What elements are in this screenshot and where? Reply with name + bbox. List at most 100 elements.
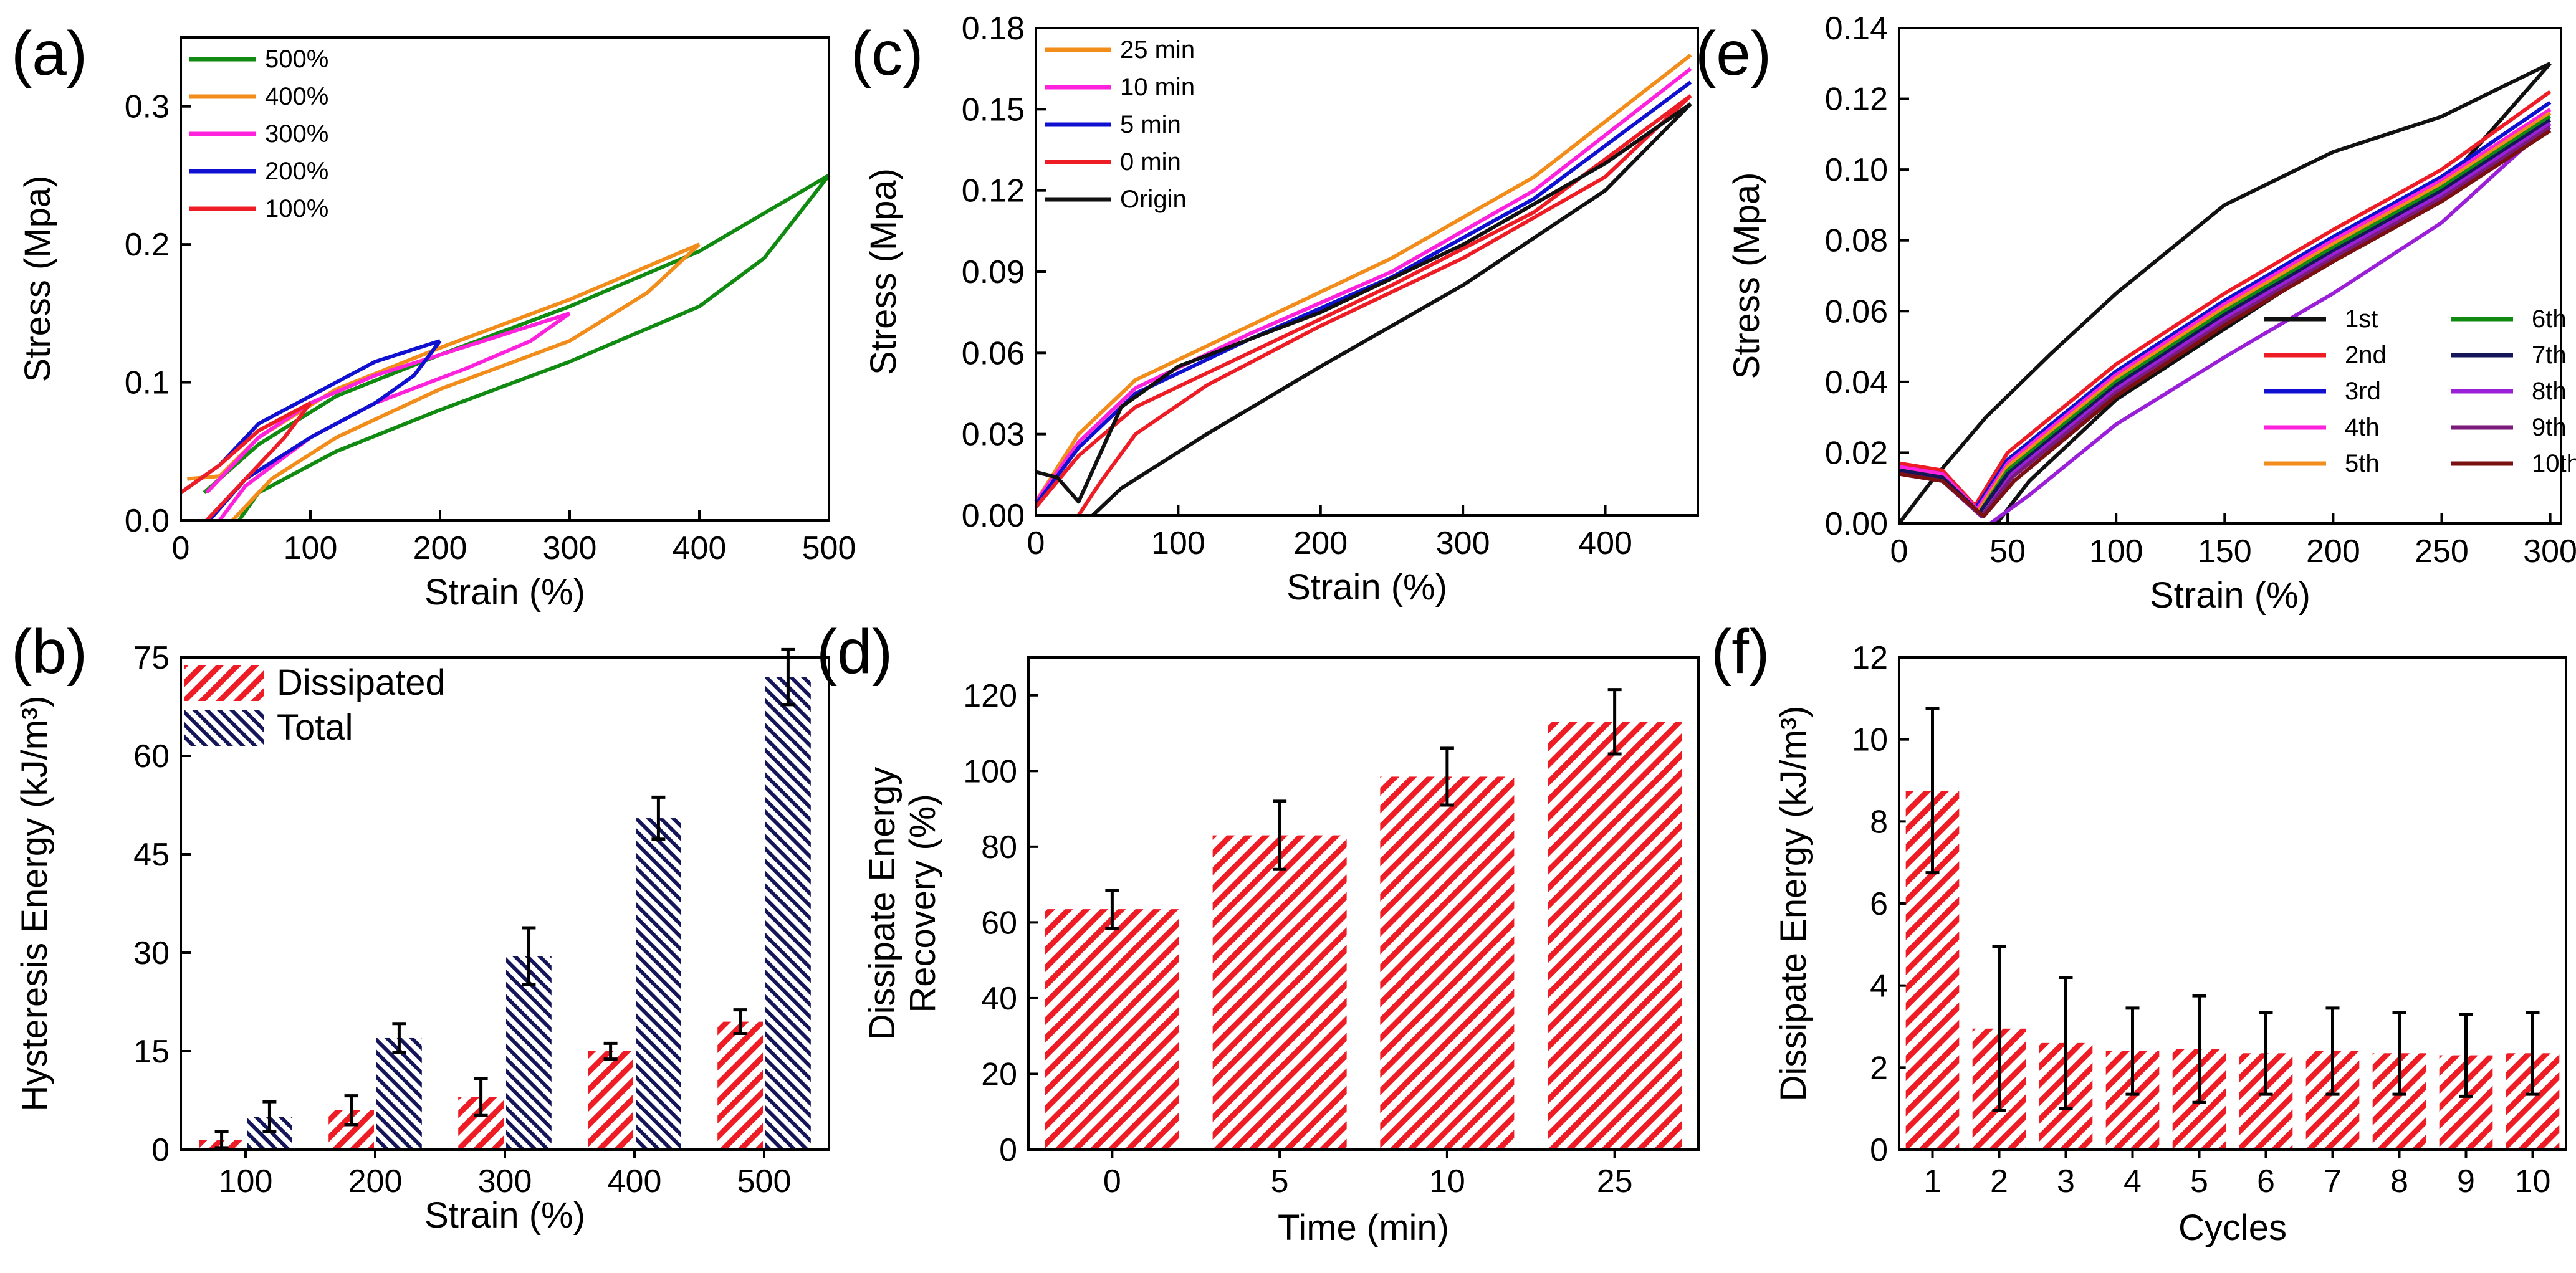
y-axis-label: Dissipate Energy (kJ/m³) bbox=[1773, 706, 1814, 1102]
y-tick-label: 4 bbox=[1870, 968, 1888, 1004]
y-tick-label: 0.14 bbox=[1825, 11, 1888, 47]
legend-label: 7th bbox=[2532, 341, 2567, 369]
legend-label: 0 min bbox=[1120, 148, 1181, 176]
panel-0-axes-frame bbox=[180, 36, 830, 522]
y-tick-label: 0.00 bbox=[1825, 506, 1888, 542]
x-tick-label: 3 bbox=[2057, 1163, 2075, 1199]
y-tick-label: 0.10 bbox=[1825, 152, 1888, 188]
series-line-1st-load bbox=[1897, 62, 2551, 525]
legend-label: Dissipated bbox=[277, 662, 446, 703]
y-tick-label: 6 bbox=[1870, 886, 1888, 922]
x-tick-label: 150 bbox=[2198, 533, 2252, 570]
legend-label: 3rd bbox=[2345, 378, 2381, 405]
bar-Total-400 bbox=[636, 818, 681, 1150]
y-tick-label: 0.18 bbox=[962, 11, 1025, 47]
y-tick-label: 0.08 bbox=[1825, 223, 1888, 259]
y-tick-label: 100 bbox=[963, 753, 1017, 789]
series-line-0-min-unload bbox=[1076, 94, 1692, 517]
bar-Total-200 bbox=[376, 1037, 422, 1150]
panel-label-f: (f) bbox=[1711, 617, 1769, 687]
x-tick-label: 4 bbox=[2124, 1163, 2142, 1199]
x-tick-label: 300 bbox=[543, 530, 597, 566]
y-tick-label: 0 bbox=[999, 1132, 1017, 1168]
x-axis-label: Strain (%) bbox=[424, 1195, 585, 1236]
y-tick-label: 0 bbox=[151, 1132, 170, 1168]
legend-label: 300% bbox=[265, 120, 328, 148]
bar-Total-300 bbox=[506, 956, 552, 1150]
panel-3-axes-frame bbox=[1027, 656, 1700, 1151]
x-tick-label: 6 bbox=[2257, 1163, 2275, 1199]
x-axis-label: Time (min) bbox=[1278, 1208, 1449, 1248]
y-tick-label: 2 bbox=[1870, 1050, 1888, 1086]
panel-c-chart: 0 100 200 300 400 0.00 0.03 0.06 0.09 0.12 0.15 0.1… bbox=[863, 11, 1699, 608]
x-tick-label: 50 bbox=[1989, 533, 2026, 570]
x-axis-label: Strain (%) bbox=[1286, 567, 1447, 608]
legend-label: 25 min bbox=[1120, 36, 1195, 64]
y-axis-label-group: Dissipate Energy Recovery (%) bbox=[862, 767, 943, 1040]
x-axis-label: Strain (%) bbox=[424, 572, 585, 613]
legend-label: 8th bbox=[2532, 378, 2567, 405]
series-line-0-min-load bbox=[1034, 94, 1692, 508]
legend-label: 10th bbox=[2532, 450, 2576, 477]
y-tick-label: 0.12 bbox=[962, 173, 1025, 209]
legend-label: 5 min bbox=[1120, 111, 1181, 138]
y-tick-label: 10 bbox=[1852, 722, 1888, 758]
bar-Recovery-25 bbox=[1548, 722, 1682, 1150]
x-tick-label: 0 bbox=[1027, 525, 1045, 561]
legend-label: 1st bbox=[2345, 305, 2378, 333]
legend-label: 200% bbox=[265, 158, 328, 185]
y-axis-label-line1: Dissipate Energy bbox=[862, 767, 903, 1040]
panel-e-chart: 0 50 100 150 200 250 300 0.00 0.02 0.04 0.06 0.08 0.… bbox=[1726, 11, 2576, 616]
x-tick-label: 500 bbox=[737, 1163, 792, 1199]
y-axis-label: Stress (Mpa) bbox=[17, 176, 58, 383]
x-tick-label: 300 bbox=[1436, 525, 1490, 561]
legend-label: 5th bbox=[2345, 450, 2380, 477]
panel-b-chart: 0 15 30 45 60 75 100 200 300 400 500 DissipatedTota… bbox=[14, 640, 830, 1236]
x-tick-label: 500 bbox=[802, 530, 856, 566]
y-tick-label: 0.06 bbox=[1825, 293, 1888, 330]
legend-label: 9th bbox=[2532, 414, 2567, 441]
x-tick-label: 10 bbox=[2515, 1163, 2551, 1199]
panel-1-axes-frame bbox=[180, 656, 830, 1151]
series-line-2nd-load bbox=[1898, 90, 2552, 508]
bar-Recovery-10 bbox=[1380, 776, 1515, 1150]
panel-d-chart: 0 20 40 60 80 100 120 0 5 10 25 Dissipate Energy Rec… bbox=[862, 656, 1700, 1248]
x-tick-label: 300 bbox=[478, 1163, 532, 1199]
x-tick-label: 0 bbox=[172, 530, 190, 566]
y-tick-label: 0.09 bbox=[962, 254, 1025, 290]
x-tick-label: 10 bbox=[1429, 1163, 1465, 1199]
panel-5-axes-frame bbox=[1898, 656, 2567, 1151]
y-tick-label: 0.2 bbox=[125, 227, 170, 263]
series-line-300%-load bbox=[205, 312, 570, 494]
x-tick-label: 5 bbox=[1271, 1163, 1289, 1199]
x-tick-label: 400 bbox=[673, 530, 727, 566]
legend-swatch bbox=[184, 710, 264, 746]
x-tick-label: 100 bbox=[2089, 533, 2143, 570]
legend-label: 400% bbox=[265, 83, 328, 110]
series-line-8th-unload bbox=[1989, 122, 2552, 525]
y-tick-label: 45 bbox=[133, 837, 170, 873]
legend-label: Origin bbox=[1120, 186, 1187, 213]
series-line-400%-load bbox=[187, 242, 701, 481]
series-line-100%-unload bbox=[205, 401, 312, 522]
y-tick-label: 60 bbox=[981, 905, 1017, 941]
panel-a-chart: 0 100 200 300 400 500 0.0 0.1 0.2 0.3 500% 400% 300%… bbox=[17, 36, 856, 613]
series-line-400%-unload bbox=[231, 242, 701, 522]
panel-label-b: (b) bbox=[11, 617, 87, 687]
x-tick-label: 200 bbox=[348, 1163, 403, 1199]
bar-Dissipated-400 bbox=[588, 1051, 633, 1150]
y-tick-label: 0.04 bbox=[1825, 365, 1888, 401]
legend-label: 10 min bbox=[1120, 74, 1195, 101]
x-tick-label: 100 bbox=[284, 530, 338, 566]
series-line-Origin-load bbox=[1035, 102, 1692, 504]
x-tick-label: 200 bbox=[2306, 533, 2360, 570]
y-tick-label: 0.3 bbox=[125, 89, 170, 125]
series-line-25-min-load bbox=[1034, 54, 1692, 503]
y-tick-label: 20 bbox=[981, 1056, 1017, 1092]
y-tick-label: 12 bbox=[1852, 640, 1888, 676]
x-tick-label: 400 bbox=[1578, 525, 1632, 561]
panel-4-axes-frame bbox=[1898, 27, 2562, 525]
x-tick-label: 200 bbox=[413, 530, 467, 566]
